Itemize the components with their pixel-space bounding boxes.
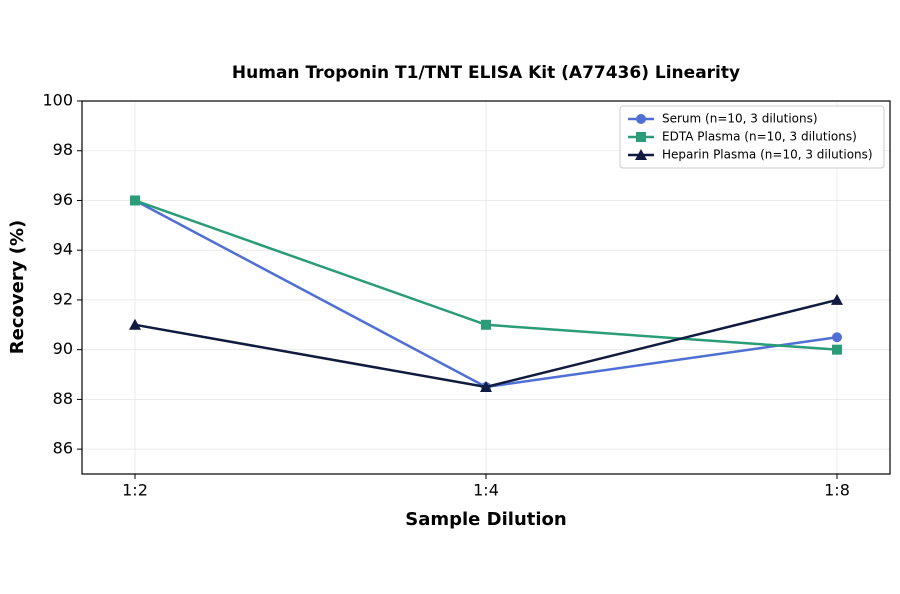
marker	[130, 195, 140, 206]
y-tick-label: 92	[53, 289, 73, 308]
legend-box	[619, 105, 885, 169]
y-axis-label: Recovery (%)	[7, 220, 28, 354]
y-tick-label: 90	[53, 339, 73, 358]
y-tick-label: 100	[42, 91, 73, 110]
y-tick-label: 98	[53, 140, 73, 159]
y-tick-label: 86	[53, 439, 73, 458]
marker	[480, 380, 492, 392]
marker	[481, 319, 491, 330]
x-tick-label: 1:8	[824, 481, 850, 500]
legend-label: Serum (n=10, 3 dilutions)	[662, 112, 818, 126]
marker	[636, 114, 646, 124]
marker	[832, 344, 842, 355]
marker	[831, 293, 843, 305]
marker	[635, 149, 647, 160]
x-tick-label: 1:4	[473, 481, 499, 500]
x-axis-label: Sample Dilution	[405, 509, 566, 530]
legend-label: EDTA Plasma (n=10, 3 dilutions)	[662, 130, 857, 144]
y-tick-label: 94	[53, 240, 73, 259]
marker	[636, 132, 646, 142]
marker	[129, 318, 141, 330]
chart-title: Human Troponin T1/TNT ELISA Kit (A77436)…	[232, 63, 740, 83]
legend-label: Heparin Plasma (n=10, 3 dilutions)	[662, 148, 873, 162]
marker	[832, 332, 842, 343]
x-tick-label: 1:2	[122, 481, 148, 500]
y-tick-label: 88	[53, 389, 73, 408]
plot-frame	[81, 100, 891, 475]
y-tick-label: 96	[53, 190, 73, 209]
